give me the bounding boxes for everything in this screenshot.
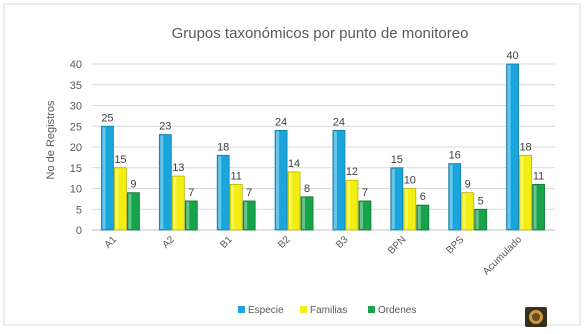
bar-familias	[461, 192, 475, 231]
y-tick-label: 0	[76, 225, 82, 237]
y-tick-label: 15	[70, 163, 82, 175]
bar-highlight	[533, 185, 537, 229]
bar-especie	[158, 134, 172, 231]
bar-familias	[171, 175, 185, 231]
data-label: 14	[288, 158, 300, 170]
data-label: 11	[533, 170, 544, 182]
data-label: 7	[246, 187, 252, 199]
bar-familias	[519, 154, 532, 231]
bar-highlight	[115, 168, 119, 229]
bar-highlight	[391, 168, 395, 229]
legend-label: Familias	[310, 305, 347, 316]
bar-highlight	[333, 131, 337, 229]
y-tick-label: 5	[76, 204, 82, 216]
bar-especie	[216, 154, 230, 231]
bar-highlight	[244, 201, 248, 229]
legend: Especie Familias Ordenes	[238, 305, 416, 316]
data-label: 10	[404, 175, 416, 187]
legend-label: Ordenes	[378, 305, 416, 316]
bar-highlight	[404, 189, 408, 229]
bar-ordenes	[300, 196, 314, 231]
bar-ordenes	[532, 183, 545, 231]
bar-highlight	[346, 181, 350, 229]
data-label: 15	[114, 154, 126, 166]
bar-highlight	[102, 127, 106, 229]
chart-title: Grupos taxonómicos por punto de monitore…	[172, 25, 469, 42]
bar-highlight	[475, 210, 479, 229]
data-label: 9	[465, 179, 471, 191]
data-label: 11	[230, 170, 241, 182]
bar-highlight	[507, 65, 511, 229]
bar-highlight	[462, 193, 466, 229]
data-label: 24	[275, 116, 287, 128]
bar-ordenes	[242, 200, 256, 231]
y-axis-ticks: 0 5 10 15 20 25 30 35 40	[70, 59, 82, 237]
bar-highlight	[302, 197, 306, 229]
bar-highlight	[276, 131, 280, 229]
y-tick-label: 10	[70, 184, 82, 196]
bar-highlight	[289, 172, 293, 229]
bar-ordenes	[358, 200, 372, 231]
data-label: 13	[172, 162, 184, 174]
data-label: 18	[519, 141, 531, 153]
bar-familias	[403, 188, 417, 231]
bar-highlight	[520, 156, 524, 229]
bar-especie	[332, 129, 346, 231]
data-label: 6	[420, 191, 426, 203]
bar-especie	[448, 163, 462, 231]
bar-especie	[274, 129, 288, 231]
bar-especie	[506, 63, 519, 231]
y-tick-label: 20	[70, 142, 82, 154]
data-label: 9	[130, 179, 136, 191]
data-label: 25	[101, 112, 113, 124]
bars	[101, 63, 545, 231]
bar-highlight	[231, 185, 235, 229]
data-label: 12	[346, 166, 358, 178]
bar-highlight	[186, 201, 190, 229]
data-label: 16	[449, 150, 461, 162]
bar-especie	[390, 167, 404, 231]
y-tick-label: 30	[70, 101, 82, 113]
bar-ordenes	[474, 208, 488, 231]
bar-highlight	[218, 156, 222, 229]
data-label: 15	[391, 154, 403, 166]
bar-familias	[287, 171, 301, 231]
legend-swatch	[368, 306, 375, 313]
data-label: 23	[159, 121, 171, 133]
bar-ordenes	[127, 192, 140, 231]
data-label: 5	[478, 195, 484, 207]
bar-ordenes	[416, 204, 430, 231]
y-tick-label: 35	[70, 80, 82, 92]
data-label: 8	[304, 183, 310, 195]
data-label: 7	[188, 187, 194, 199]
bar-especie	[101, 125, 114, 231]
bar-ordenes	[184, 200, 198, 231]
data-label: 24	[333, 116, 345, 128]
y-tick-label: 25	[70, 121, 82, 133]
bar-highlight	[449, 164, 453, 229]
legend-swatch	[238, 306, 245, 313]
bar-highlight	[359, 201, 363, 229]
bar-highlight	[128, 193, 132, 229]
bar-familias	[114, 167, 127, 231]
bar-familias	[229, 183, 243, 231]
bar-highlight	[173, 177, 177, 229]
y-axis-label: No de Registros	[45, 100, 57, 179]
legend-swatch	[300, 306, 307, 313]
legend-label: Especie	[248, 305, 284, 316]
data-label: 7	[362, 187, 368, 199]
data-label: 18	[217, 141, 229, 153]
bar-familias	[345, 179, 359, 231]
bar-highlight	[417, 206, 421, 229]
chart-border	[3, 3, 581, 326]
data-label: 40	[506, 50, 518, 62]
institution-seal-icon	[525, 307, 547, 327]
bar-highlight	[160, 135, 164, 229]
y-tick-label: 40	[70, 59, 82, 71]
